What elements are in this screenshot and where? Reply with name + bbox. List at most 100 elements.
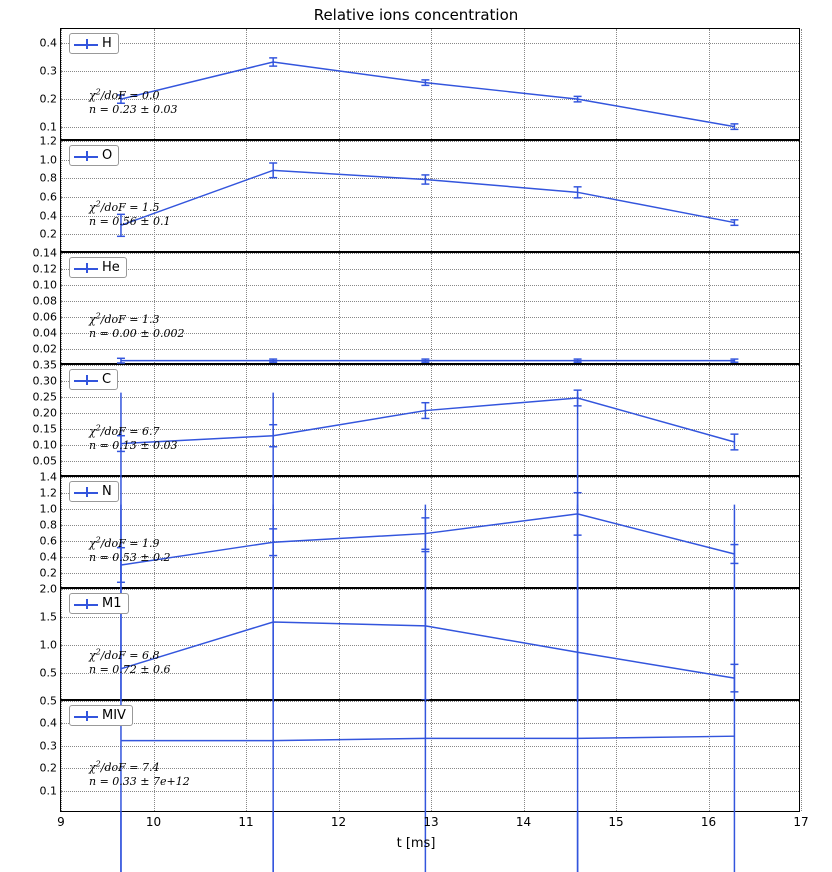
ytick-label: 0.5 bbox=[40, 695, 58, 708]
fit-annotation: χ2/doF = 7.4n = 0.33 ± 7e+12 bbox=[89, 759, 190, 789]
series-line bbox=[121, 736, 734, 740]
panel-c: 0.050.100.150.200.250.300.35Cχ2/doF = 6.… bbox=[60, 364, 800, 476]
grid-v bbox=[801, 253, 802, 363]
legend-handle-icon bbox=[74, 709, 98, 723]
legend-handle-icon bbox=[74, 261, 98, 275]
legend-handle-icon bbox=[74, 37, 98, 51]
legend-label: N bbox=[102, 484, 112, 499]
panel-n: 0.20.40.60.81.01.21.4Nχ2/doF = 1.9n = 0.… bbox=[60, 476, 800, 588]
legend: M1 bbox=[69, 593, 129, 614]
ytick-label: 1.2 bbox=[40, 135, 58, 148]
series-line bbox=[121, 622, 734, 678]
ytick-label: 1.5 bbox=[40, 611, 58, 624]
grid-v bbox=[801, 141, 802, 251]
series-svg bbox=[61, 701, 799, 811]
ytick-label: 0.20 bbox=[33, 407, 58, 420]
grid-v bbox=[801, 701, 802, 811]
legend-handle-icon bbox=[74, 373, 98, 387]
series-line bbox=[121, 170, 734, 225]
legend: MIV bbox=[69, 705, 133, 726]
ytick-label: 0.04 bbox=[33, 327, 58, 340]
series-svg bbox=[61, 477, 799, 587]
ytick-label: 0.12 bbox=[33, 263, 58, 276]
series-svg bbox=[61, 253, 799, 363]
grid-v bbox=[801, 589, 802, 699]
legend-handle-icon bbox=[74, 485, 98, 499]
xtick-label: 10 bbox=[146, 815, 161, 829]
series-svg bbox=[61, 141, 799, 251]
figure: Relative ions concentration 0.10.20.30.4… bbox=[0, 0, 832, 872]
ytick-label: 0.3 bbox=[40, 739, 58, 752]
grid-v bbox=[801, 365, 802, 475]
fit-annotation: χ2/doF = 1.9n = 0.53 ± 0.2 bbox=[89, 535, 171, 565]
ytick-label: 0.2 bbox=[40, 228, 58, 241]
ytick-label: 0.14 bbox=[33, 247, 58, 260]
ytick-label: 0.2 bbox=[40, 567, 58, 580]
ytick-label: 0.4 bbox=[40, 37, 58, 50]
ytick-label: 0.1 bbox=[40, 121, 58, 134]
ytick-label: 1.0 bbox=[40, 153, 58, 166]
fit-annotation: χ2/doF = 1.5n = 0.56 ± 0.1 bbox=[89, 199, 171, 229]
grid-v bbox=[801, 477, 802, 587]
ytick-label: 0.4 bbox=[40, 551, 58, 564]
ytick-label: 0.08 bbox=[33, 295, 58, 308]
ytick-label: 0.06 bbox=[33, 311, 58, 324]
legend-handle-icon bbox=[74, 597, 98, 611]
panel-miv: 0.10.20.30.40.5MIVχ2/doF = 7.4n = 0.33 ±… bbox=[60, 700, 800, 812]
series-line bbox=[121, 398, 734, 444]
series-svg bbox=[61, 589, 799, 699]
series-svg bbox=[61, 29, 799, 139]
legend: N bbox=[69, 481, 119, 502]
ytick-label: 0.10 bbox=[33, 279, 58, 292]
xtick-label: 16 bbox=[701, 815, 716, 829]
ytick-label: 0.02 bbox=[33, 343, 58, 356]
ytick-label: 0.6 bbox=[40, 535, 58, 548]
panel-h: 0.10.20.30.4Hχ2/doF = 0.0n = 0.23 ± 0.03 bbox=[60, 28, 800, 140]
xtick-label: 13 bbox=[423, 815, 438, 829]
ytick-label: 0.2 bbox=[40, 762, 58, 775]
legend-label: M1 bbox=[102, 596, 122, 611]
fit-annotation: χ2/doF = 0.0n = 0.23 ± 0.03 bbox=[89, 87, 178, 117]
legend-label: C bbox=[102, 372, 111, 387]
ytick-label: 0.15 bbox=[33, 423, 58, 436]
legend: C bbox=[69, 369, 118, 390]
ytick-label: 0.1 bbox=[40, 784, 58, 797]
series-line bbox=[121, 62, 734, 127]
fit-annotation: χ2/doF = 6.7n = 0.13 ± 0.03 bbox=[89, 423, 178, 453]
ytick-label: 2.0 bbox=[40, 583, 58, 596]
ytick-label: 0.6 bbox=[40, 191, 58, 204]
fit-annotation: χ2/doF = 1.3n = 0.00 ± 0.002 bbox=[89, 311, 185, 341]
ytick-label: 0.10 bbox=[33, 439, 58, 452]
grid-v bbox=[801, 29, 802, 139]
legend: O bbox=[69, 145, 119, 166]
figure-title: Relative ions concentration bbox=[0, 6, 832, 24]
legend: He bbox=[69, 257, 127, 278]
legend-label: O bbox=[102, 148, 112, 163]
ytick-label: 0.5 bbox=[40, 667, 58, 680]
xtick-label: 14 bbox=[516, 815, 531, 829]
series-line bbox=[121, 514, 734, 565]
ytick-label: 1.0 bbox=[40, 639, 58, 652]
legend-label: H bbox=[102, 36, 112, 51]
ytick-label: 0.8 bbox=[40, 519, 58, 532]
ytick-label: 0.4 bbox=[40, 717, 58, 730]
ytick-label: 1.4 bbox=[40, 471, 58, 484]
ytick-label: 0.8 bbox=[40, 172, 58, 185]
fit-annotation: χ2/doF = 6.8n = 0.72 ± 0.6 bbox=[89, 647, 171, 677]
ytick-label: 0.30 bbox=[33, 375, 58, 388]
ytick-label: 0.35 bbox=[33, 359, 58, 372]
legend-handle-icon bbox=[74, 149, 98, 163]
ytick-label: 1.0 bbox=[40, 503, 58, 516]
xtick-label: 17 bbox=[793, 815, 808, 829]
panel-he: 0.020.040.060.080.100.120.14Heχ2/doF = 1… bbox=[60, 252, 800, 364]
xtick-label: 15 bbox=[608, 815, 623, 829]
ytick-label: 1.2 bbox=[40, 487, 58, 500]
legend-label: MIV bbox=[102, 708, 126, 723]
xtick-label: 12 bbox=[331, 815, 346, 829]
series-svg bbox=[61, 365, 799, 475]
ytick-label: 0.3 bbox=[40, 65, 58, 78]
panel-m1: 0.51.01.52.0M1χ2/doF = 6.8n = 0.72 ± 0.6 bbox=[60, 588, 800, 700]
ytick-label: 0.25 bbox=[33, 391, 58, 404]
ytick-label: 0.4 bbox=[40, 209, 58, 222]
xtick-label: 9 bbox=[57, 815, 65, 829]
